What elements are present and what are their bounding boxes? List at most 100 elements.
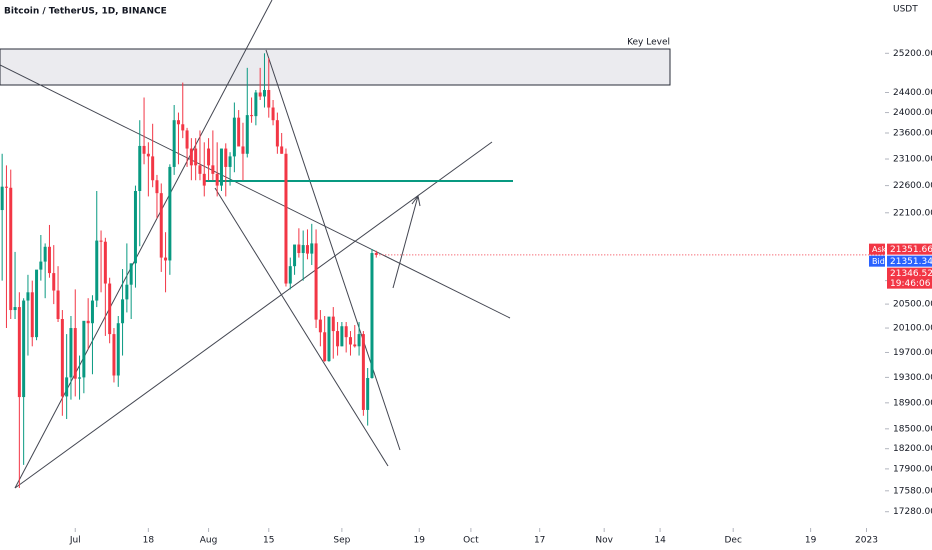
candle-body [198,165,202,174]
candle-body [82,320,86,378]
y-tick-label: 23100.00 [893,155,932,165]
candle-body [366,378,370,410]
candle-body [159,193,163,258]
candle-body [336,331,340,347]
candle-body [116,323,120,376]
trendline [0,64,511,319]
candle-body [219,148,223,186]
candle-body [237,117,241,147]
candle-body [142,145,146,154]
annotation: Key Level [627,38,670,48]
x-tick-label: 17 [534,536,545,546]
chart-title: Bitcoin / TetherUS, 1D, BINANCE [4,7,167,17]
candle-body [35,269,39,338]
candle-body [344,326,348,338]
x-tick-label: 19 [805,536,817,546]
y-tick-label: 25200.00 [893,49,932,59]
candle-body [215,173,219,186]
price-tag [887,243,932,255]
candle-body [56,290,60,320]
y-tick-label: 23600.00 [893,128,932,138]
candle-body [241,146,245,154]
candle-body [211,165,215,174]
y-tick-label: 19700.00 [893,348,932,358]
candle-body [293,244,297,267]
candle-body [168,166,172,261]
candle-body [353,344,357,347]
candle-body [361,334,365,410]
candle-body [267,90,271,108]
trendline [14,141,493,489]
candle-body [305,245,309,254]
drawings [0,0,513,489]
y-tick-label: 20500.00 [893,300,932,310]
trendline [265,49,401,451]
candle-body [370,253,374,379]
candle-body [43,246,47,262]
key-level-box [0,48,671,86]
candle-body [207,148,211,166]
candle-body [262,90,266,97]
candle-body [0,186,4,211]
candle-body [189,148,193,166]
candle-body [73,328,77,379]
x-tick-label: Oct [463,536,479,546]
candle-body [151,156,155,181]
candle-body [52,273,56,291]
candle-body [194,148,198,166]
x-tick-label: Sep [333,536,350,546]
candle-body [155,180,159,194]
y-tick-label: 24400.00 [893,88,932,98]
candle-body [202,173,206,186]
candle-body [297,244,301,254]
trendline [14,0,273,489]
x-tick-label: 2023 [855,536,878,546]
candle-body [39,261,43,270]
price-tag [869,255,885,267]
candle-body [185,130,189,149]
last-price-tag [887,267,932,289]
price-tag-label: Bid [872,257,885,266]
y-tick-label: 20100.00 [893,324,932,334]
candle-body [288,266,292,284]
y-tick-label: 17280.00 [893,507,932,517]
price-tag-value: 21351.66 [890,245,932,255]
currency: USDT [893,5,918,15]
candle-body [284,153,288,284]
x-tick-label: 15 [263,536,274,546]
countdown: 19:46:06 [890,279,931,289]
candle-body [60,319,64,397]
candle-body [280,146,284,154]
candle-body [69,328,73,378]
candle-body [327,316,331,362]
y-tick-label: 24000.00 [893,108,932,118]
candle-body [95,240,99,301]
candle-body [146,153,150,157]
y-tick-label: 22600.00 [893,181,932,191]
candle-body [103,241,107,284]
candle-body [86,320,90,324]
candle-body [323,332,327,362]
candle-body [108,283,112,335]
candle-body [318,319,322,333]
candle-body [22,300,26,398]
candle-body [374,253,378,255]
x-tick-label: 18 [143,536,155,546]
x-tick-label: 14 [654,536,666,546]
candle-body [17,307,21,398]
candle-body [125,284,129,300]
candle-body [250,115,254,117]
candle-body [121,299,125,324]
trendline [214,187,389,467]
price-tag [869,243,885,255]
candle-body [258,92,262,97]
x-tick-label: 19 [414,536,426,546]
candle-body [133,190,137,264]
candle-body [176,120,180,125]
arrow-head [411,194,421,207]
y-tick-label: 22100.00 [893,208,932,218]
candle-body [99,240,103,242]
candle-body [224,148,228,167]
candle-body [90,300,94,324]
